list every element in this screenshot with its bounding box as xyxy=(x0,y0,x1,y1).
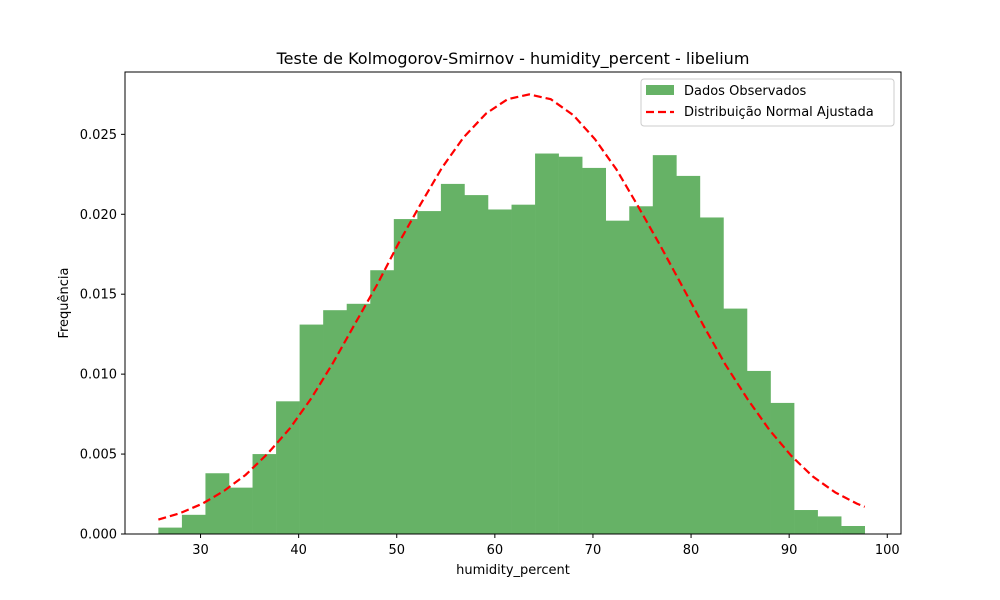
histogram-bar xyxy=(346,303,371,534)
histogram-bar xyxy=(841,526,866,534)
x-tick-label: 30 xyxy=(192,543,209,558)
y-tick-label: 0.025 xyxy=(80,128,117,143)
histogram-bar xyxy=(181,514,206,534)
x-tick-label: 90 xyxy=(781,543,798,558)
histogram-bar xyxy=(676,175,701,534)
histogram-bar xyxy=(699,217,724,534)
histogram-bar xyxy=(276,401,300,534)
legend-swatch-observed xyxy=(646,85,674,95)
legend-label-normal: Distribuição Normal Ajustada xyxy=(684,105,874,120)
chart-title: Teste de Kolmogorov-Smirnov - humidity_p… xyxy=(276,49,750,69)
histogram-bar xyxy=(252,454,277,534)
histogram-bar xyxy=(535,153,559,534)
y-tick-label: 0.000 xyxy=(80,528,117,543)
x-tick-label: 100 xyxy=(875,543,900,558)
histogram-bar xyxy=(323,310,348,534)
y-tick-label: 0.005 xyxy=(80,448,117,463)
histogram-bar xyxy=(370,270,395,534)
histogram-bar xyxy=(487,209,512,535)
histogram-bar xyxy=(652,155,677,534)
histogram-bar xyxy=(605,220,630,535)
x-tick-label: 70 xyxy=(585,543,602,558)
x-tick-label: 60 xyxy=(487,543,504,558)
histogram-bars xyxy=(158,153,866,535)
normal-fit-curve xyxy=(158,93,866,521)
histogram-bar xyxy=(205,473,230,534)
histogram-bar xyxy=(746,370,771,534)
histogram-bar xyxy=(511,204,536,534)
legend-label-observed: Dados Observados xyxy=(684,84,807,99)
histogram-bar xyxy=(417,211,442,534)
x-axis-label: humidity_percent xyxy=(456,563,570,578)
legend: Dados Observados Distribuição Normal Aju… xyxy=(640,78,895,127)
histogram-bar xyxy=(582,167,607,534)
histogram-bar xyxy=(794,510,818,534)
histogram-bar xyxy=(299,324,324,534)
y-tick-label: 0.020 xyxy=(80,208,117,223)
histogram-bar xyxy=(228,487,253,534)
histogram-bar xyxy=(629,206,654,534)
axes-frame xyxy=(124,71,902,535)
histogram-bar xyxy=(158,527,183,534)
x-tick-label: 50 xyxy=(388,543,405,558)
x-tick-label: 80 xyxy=(683,543,700,558)
histogram-bar xyxy=(770,402,795,534)
x-tick-label: 40 xyxy=(290,543,307,558)
histogram-bar xyxy=(393,219,418,534)
y-axis-label: Frequência xyxy=(57,267,72,338)
y-tick-label: 0.015 xyxy=(80,288,117,303)
histogram-bar xyxy=(440,183,465,534)
legend-box xyxy=(640,78,895,127)
y-axis: 0.000 0.005 0.010 0.015 0.020 0.025 xyxy=(80,128,125,543)
histogram-bar xyxy=(723,308,748,534)
y-tick-label: 0.010 xyxy=(80,368,117,383)
histogram-bar xyxy=(464,195,489,534)
histogram-bar xyxy=(558,156,583,535)
x-axis: 30 40 50 60 70 80 90 100 xyxy=(192,534,900,558)
histogram-bar xyxy=(817,516,842,534)
